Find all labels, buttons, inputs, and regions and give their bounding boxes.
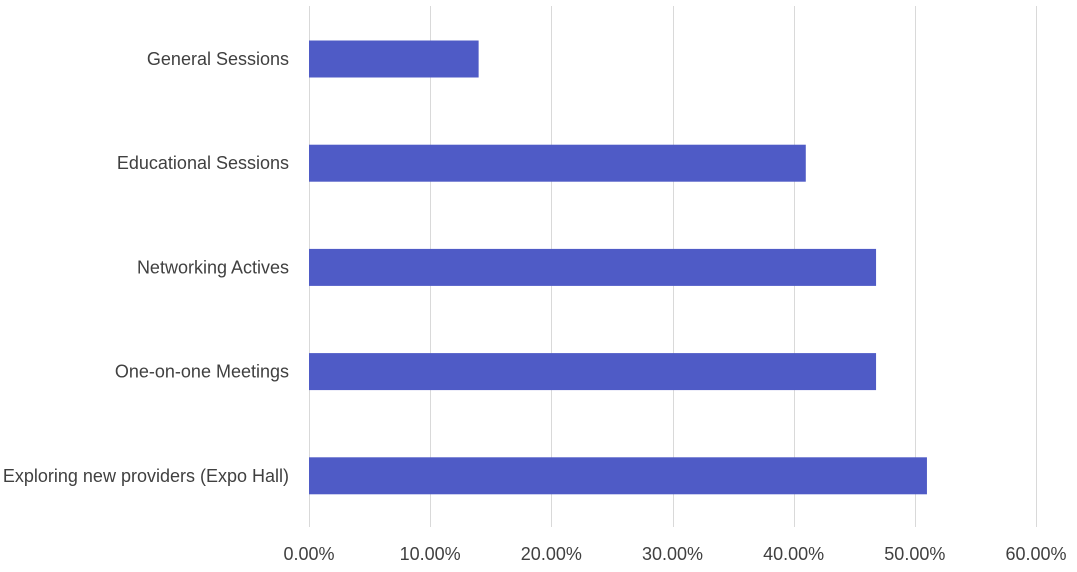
x-tick-label: 60.00%	[1005, 544, 1066, 564]
category-label: General Sessions	[147, 49, 289, 69]
category-label: One-on-one Meetings	[115, 362, 289, 382]
x-tick-label: 0.00%	[283, 544, 334, 564]
category-label: Exploring new providers (Expo Hall)	[3, 466, 289, 486]
category-label: Educational Sessions	[117, 153, 289, 173]
x-axis-tick-labels: 0.00% 10.00% 20.00% 30.00% 40.00% 50.00% 60.00…	[283, 544, 1066, 564]
x-tick-label: 10.00%	[400, 544, 461, 564]
bar	[309, 144, 806, 182]
category-label: Networking Actives	[137, 257, 289, 277]
x-tick-label: 40.00%	[763, 544, 824, 564]
x-tick-label: 50.00%	[884, 544, 945, 564]
x-tick-label: 20.00%	[521, 544, 582, 564]
bar	[309, 457, 927, 495]
bar	[309, 248, 877, 286]
bar	[309, 353, 877, 391]
bars	[309, 40, 927, 495]
bar	[309, 40, 479, 78]
category-labels: General Sessions Educational Sessions Netw…	[3, 49, 289, 486]
x-tick-label: 30.00%	[642, 544, 703, 564]
